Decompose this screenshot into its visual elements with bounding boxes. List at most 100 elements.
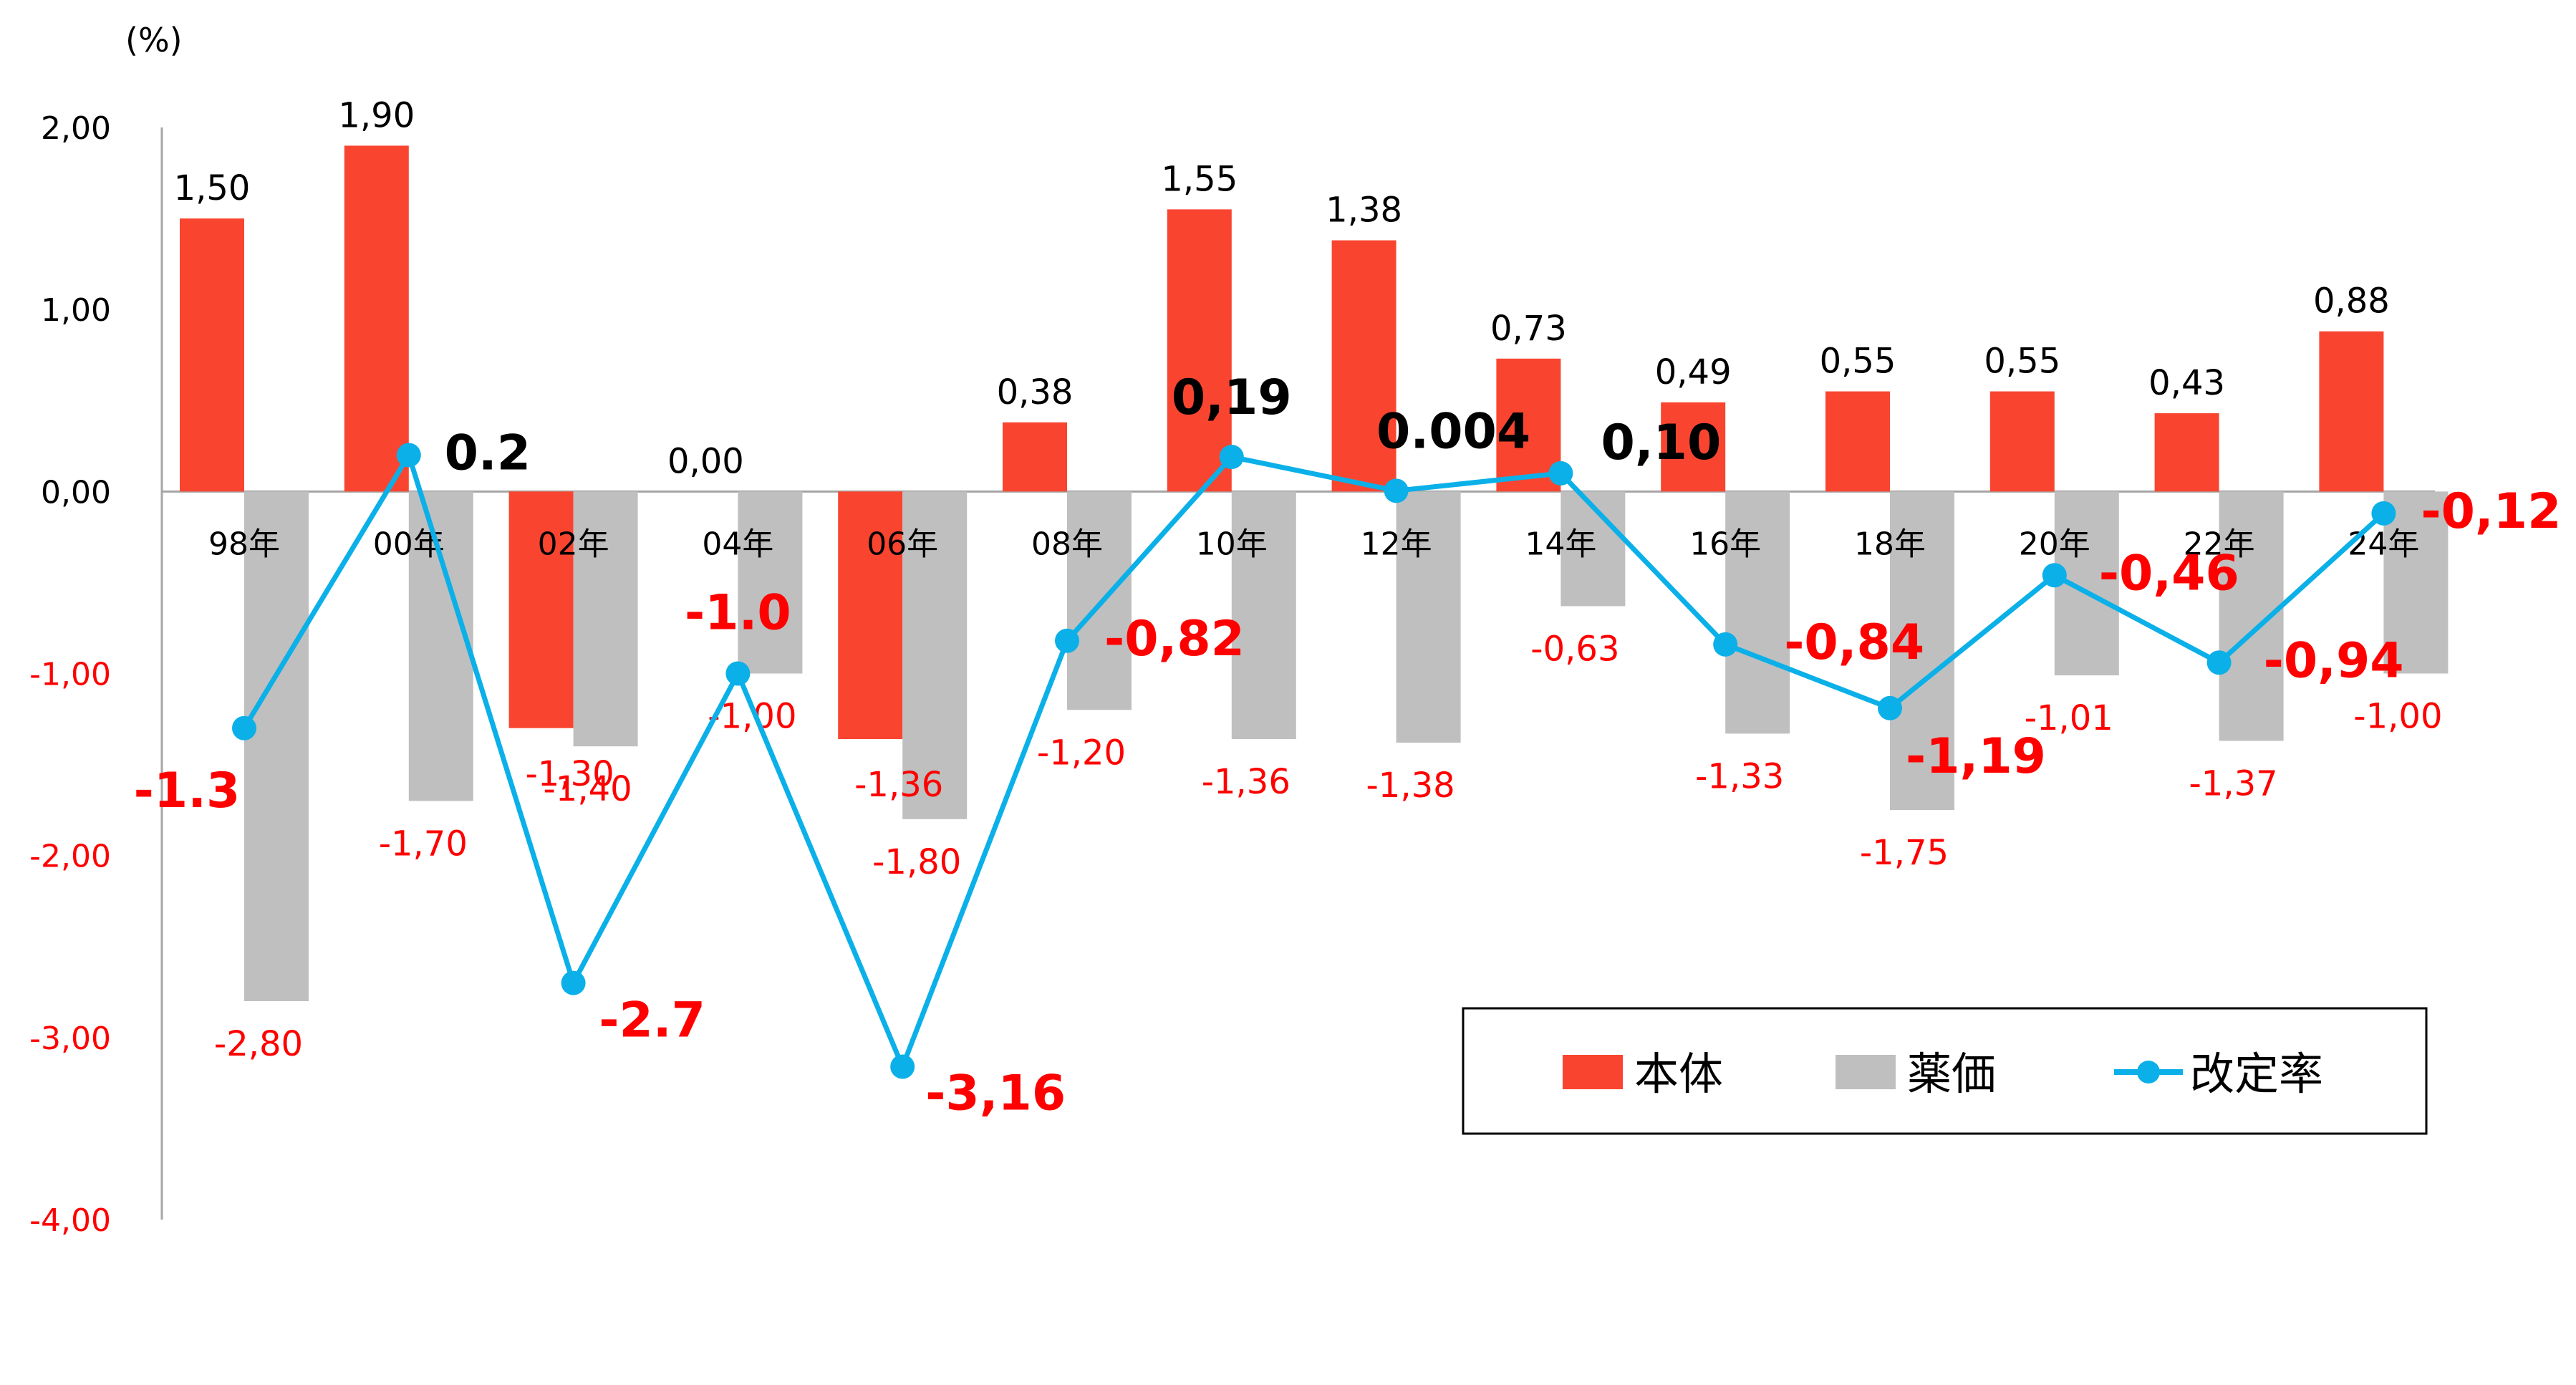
x-category-label: 06年 (867, 526, 938, 562)
rate-point (1878, 695, 1902, 720)
series-rate-line (232, 443, 2396, 1079)
rate-value-label: -2.7 (599, 993, 705, 1049)
bar-main (1825, 391, 1890, 492)
bar-main (180, 218, 244, 492)
x-category-label: 08年 (1031, 526, 1103, 562)
bar-drug-label: -1,40 (543, 769, 632, 809)
bar-drug (573, 491, 638, 747)
bar-main (344, 145, 409, 492)
bar-drug-label: -1,36 (1202, 762, 1291, 802)
bar-main-label: 1,55 (1161, 159, 1238, 199)
rate-value-label: 0.004 (1376, 403, 1530, 460)
y-tick-label: -2,00 (29, 839, 111, 875)
bar-drug-label: -0,63 (1530, 629, 1619, 669)
bar-drug-label: -2,80 (214, 1024, 303, 1064)
series-drug-bars (244, 491, 2449, 1001)
rate-value-label: 0,10 (1601, 415, 1722, 471)
bar-main (1167, 209, 1232, 492)
bar-drug (1725, 491, 1790, 734)
y-tick-label: -3,00 (29, 1020, 111, 1057)
rate-point (232, 715, 256, 740)
legend-box (1462, 1007, 2428, 1135)
rate-point (561, 970, 586, 995)
rate-point (2206, 650, 2232, 675)
x-category-label: 12年 (1361, 526, 1432, 562)
rate-data-labels: -1.3 0.2 -2.7 -1.0 -3,16 -0,82 0,19 0.004 0,10 -0… (134, 370, 2562, 1121)
y-tick-label: 2,00 (41, 110, 111, 147)
x-category-label: 22年 (2184, 526, 2255, 562)
rate-value-label: 0,19 (1172, 370, 1292, 426)
bar-main-label: 1,90 (338, 95, 415, 135)
rate-value-label: -3,16 (925, 1066, 1066, 1122)
bar-main-label: 0,00 (667, 441, 744, 481)
x-category-label: 02年 (538, 526, 609, 562)
x-category-label: 04年 (702, 526, 773, 562)
rate-point (1548, 460, 1573, 486)
rate-value-label: -0,82 (1104, 611, 1245, 667)
x-category-label: 20年 (2019, 526, 2090, 562)
rate-value-label: -0,46 (2099, 545, 2239, 602)
rate-line-path (242, 453, 2386, 1069)
bar-drug-label: -1,01 (2025, 698, 2113, 738)
bar-main (2319, 331, 2384, 492)
bar-drug (1396, 491, 1461, 743)
bar-drug (1067, 491, 1132, 710)
y-tick-label: -1,00 (29, 657, 111, 693)
bar-drug (1231, 491, 1296, 739)
bar-main-label: 0,73 (1490, 309, 1567, 349)
legend-label-rate: 改定率 (2190, 1048, 2323, 1100)
rate-point (2042, 563, 2067, 588)
rate-value-label: -1,19 (1906, 728, 2046, 785)
rate-point (890, 1054, 915, 1079)
legend-swatch-drug (1835, 1055, 1896, 1089)
bar-main-label: 0,38 (997, 372, 1074, 412)
rate-point (1713, 632, 1738, 657)
unit-label: (%) (125, 21, 183, 59)
x-axis-categories: 98年 00年 02年 04年 06年 08年 10年 12年 14年 16年 18年 20年 22年 2… (208, 526, 2419, 562)
x-category-label: 14年 (1525, 526, 1596, 562)
bar-main (1331, 240, 1396, 492)
x-category-label: 18年 (1854, 526, 1926, 562)
legend: 本体 薬価 改定率 (1462, 1007, 2428, 1135)
bar-drug-label: -1,37 (2189, 764, 2277, 804)
x-category-label: 98年 (208, 526, 280, 562)
rate-point (725, 661, 751, 686)
bar-main (1989, 391, 2055, 492)
bar-main (1003, 422, 1067, 492)
bar-drug-label: -1,38 (1366, 766, 1455, 806)
rate-point (1219, 445, 1244, 470)
rate-point (1055, 628, 1079, 653)
bar-drug (408, 491, 473, 801)
rate-value-label: -0,94 (2264, 632, 2404, 689)
legend-swatch-main (1563, 1055, 1623, 1089)
bar-main (838, 491, 903, 739)
rate-value-label: 0.2 (445, 425, 531, 482)
legend-label-main: 本体 (1634, 1048, 1723, 1100)
bar-main-label: -1,30 (525, 754, 614, 794)
rate-point (2371, 501, 2396, 526)
bar-drug (1560, 491, 1626, 607)
bar-main-label: 0,88 (2313, 281, 2390, 322)
rate-value-label: -1.0 (685, 585, 791, 642)
bar-drug-label: -1,75 (1860, 833, 1949, 873)
rate-value-label: -0,12 (2421, 483, 2561, 540)
x-category-label: 16年 (1689, 526, 1761, 562)
bar-drug (2383, 491, 2449, 674)
bar-main (2154, 413, 2219, 492)
bar-main-label: 0,55 (1984, 342, 2060, 382)
y-tick-label: 0,00 (41, 474, 111, 511)
bar-drug (738, 491, 803, 674)
rate-value-label: -1.3 (134, 763, 241, 819)
bar-drug (1890, 491, 1954, 811)
x-category-label: 10年 (1196, 526, 1268, 562)
bar-main-label: 1,50 (174, 168, 251, 208)
bar-drug (902, 491, 968, 819)
bar-drug-label: -1,33 (1695, 756, 1784, 796)
legend-marker-rate (2137, 1061, 2160, 1084)
y-tick-label: -4,00 (29, 1202, 111, 1239)
bar-main-label: 0,49 (1655, 352, 1732, 392)
bar-main-label: 1,38 (1326, 190, 1402, 231)
bar-main-label: 0,55 (1820, 342, 1896, 382)
bar-main (1661, 402, 1726, 492)
